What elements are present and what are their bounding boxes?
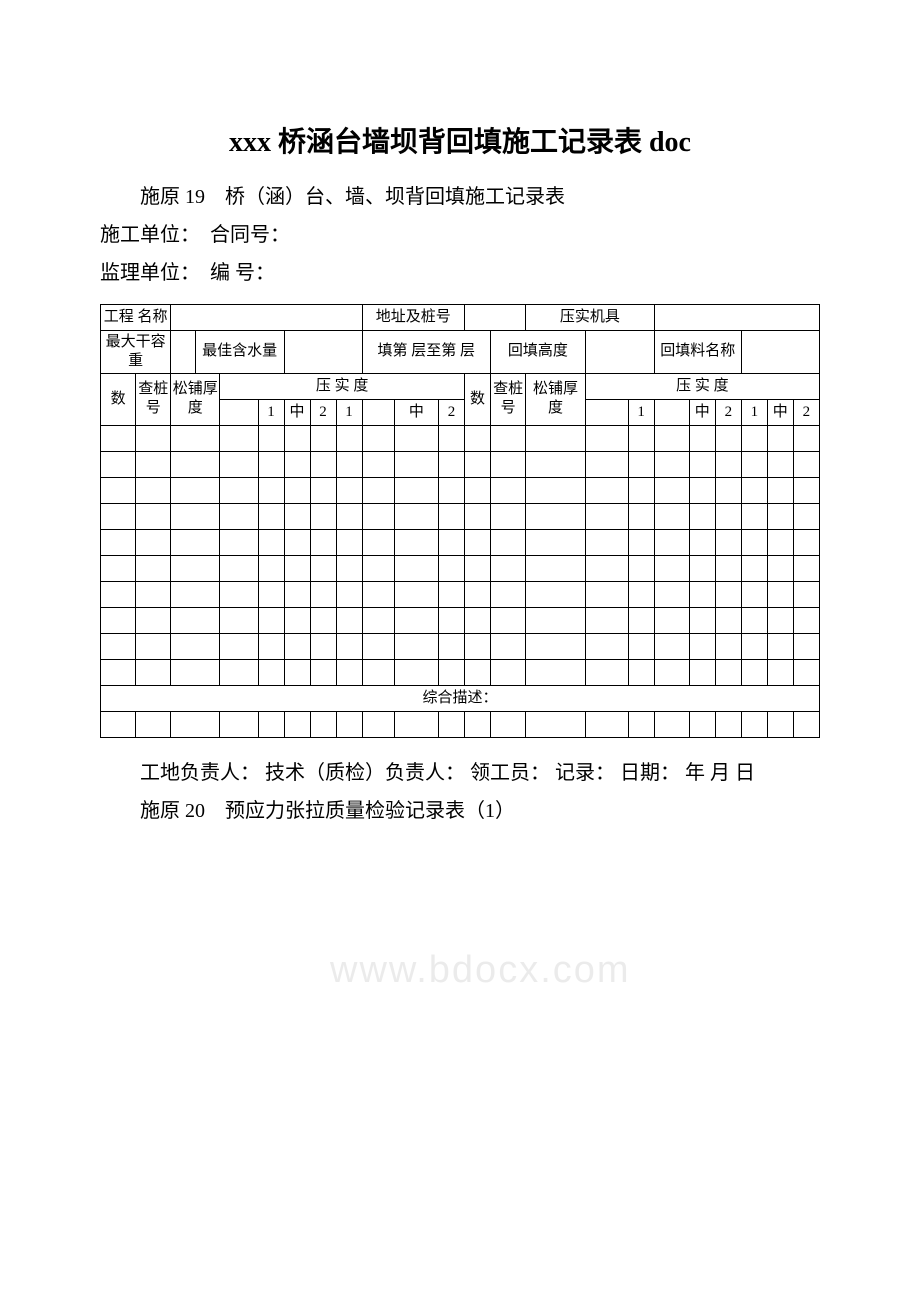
cell-water-content-label: 最佳含水量	[195, 331, 284, 374]
table-row	[101, 711, 820, 737]
col-stake: 查桩号	[136, 373, 171, 425]
cell-summary: 综合描述：	[101, 685, 820, 711]
table-row	[101, 503, 820, 529]
col-sub-mid: 中	[284, 399, 310, 425]
cell-machine-value	[654, 305, 819, 331]
table-wrapper: www.bdocx.com 工程 名称 地址及桩号 压实机具	[100, 304, 820, 738]
record-table: 工程 名称 地址及桩号 压实机具 最大干容重 最佳含水量 填第 层至第 层 回填…	[100, 304, 820, 738]
table-row	[101, 529, 820, 555]
document-page: xxx 桥涵台墙坝背回填施工记录表 doc 施原 19 桥（涵）台、墙、坝背回填…	[0, 0, 920, 870]
cell-height-label: 回填高度	[491, 331, 586, 374]
cell-blank	[284, 331, 362, 374]
table-row	[101, 477, 820, 503]
cell-blank	[171, 331, 195, 374]
col-sub-1: 1	[258, 399, 284, 425]
col-sub	[654, 399, 689, 425]
col-num: 数	[101, 373, 136, 425]
subtitle-line: 施原 19 桥（涵）台、墙、坝背回填施工记录表	[100, 178, 820, 216]
table-row	[101, 659, 820, 685]
col-sub-midc: 中	[689, 399, 715, 425]
doc-title: xxx 桥涵台墙坝背回填施工记录表 doc	[100, 120, 820, 160]
col-sub-1b: 1	[336, 399, 362, 425]
table-row: 数 查桩号 松铺厚度 压 实 度 数 查桩号 松铺厚度 压 实 度	[101, 373, 820, 399]
table-row: 工程 名称 地址及桩号 压实机具	[101, 305, 820, 331]
col-sub-1c: 1	[628, 399, 654, 425]
cell-address-value	[465, 305, 526, 331]
unit-line: 施工单位： 合同号：	[100, 216, 820, 254]
col-sub-midd: 中	[767, 399, 793, 425]
footer-next-form: 施原 20 预应力张拉质量检验记录表（1）	[100, 792, 820, 830]
col-sub	[220, 399, 258, 425]
table-row: 最大干容重 最佳含水量 填第 层至第 层 回填高度 回填料名称	[101, 331, 820, 374]
col-sub-2d: 2	[793, 399, 819, 425]
watermark-text: www.bdocx.com	[330, 949, 631, 992]
col-thickness-2: 松铺厚度	[526, 373, 586, 425]
cell-material-label: 回填料名称	[654, 331, 741, 374]
col-sub	[362, 399, 394, 425]
col-sub-1d: 1	[741, 399, 767, 425]
col-sub-midb: 中	[394, 399, 438, 425]
cell-blank	[741, 331, 819, 374]
cell-project-name-value	[171, 305, 362, 331]
table-row	[101, 607, 820, 633]
col-compaction-2: 压 实 度	[585, 373, 819, 399]
table-row	[101, 555, 820, 581]
col-thickness: 松铺厚度	[171, 373, 220, 425]
footer-signoff: 工地负责人： 技术（质检）负责人： 领工员： 记录： 日期： 年 月 日	[100, 754, 820, 792]
cell-project-name-label: 工程 名称	[101, 305, 171, 331]
col-sub-2: 2	[310, 399, 336, 425]
col-num-2: 数	[465, 373, 491, 425]
col-sub-2b: 2	[439, 399, 465, 425]
table-row	[101, 425, 820, 451]
cell-dry-density-label: 最大干容重	[101, 331, 171, 374]
cell-blank	[585, 331, 654, 374]
table-row	[101, 633, 820, 659]
cell-machine-label: 压实机具	[526, 305, 654, 331]
supervisor-line: 监理单位： 编 号：	[100, 254, 820, 292]
table-row: 综合描述：	[101, 685, 820, 711]
cell-address-label: 地址及桩号	[362, 305, 464, 331]
col-stake-2: 查桩号	[491, 373, 526, 425]
table-row	[101, 451, 820, 477]
table-row	[101, 581, 820, 607]
col-sub-2c: 2	[715, 399, 741, 425]
col-compaction: 压 实 度	[220, 373, 465, 399]
col-sub	[585, 399, 628, 425]
cell-layer-label: 填第 层至第 层	[362, 331, 490, 374]
